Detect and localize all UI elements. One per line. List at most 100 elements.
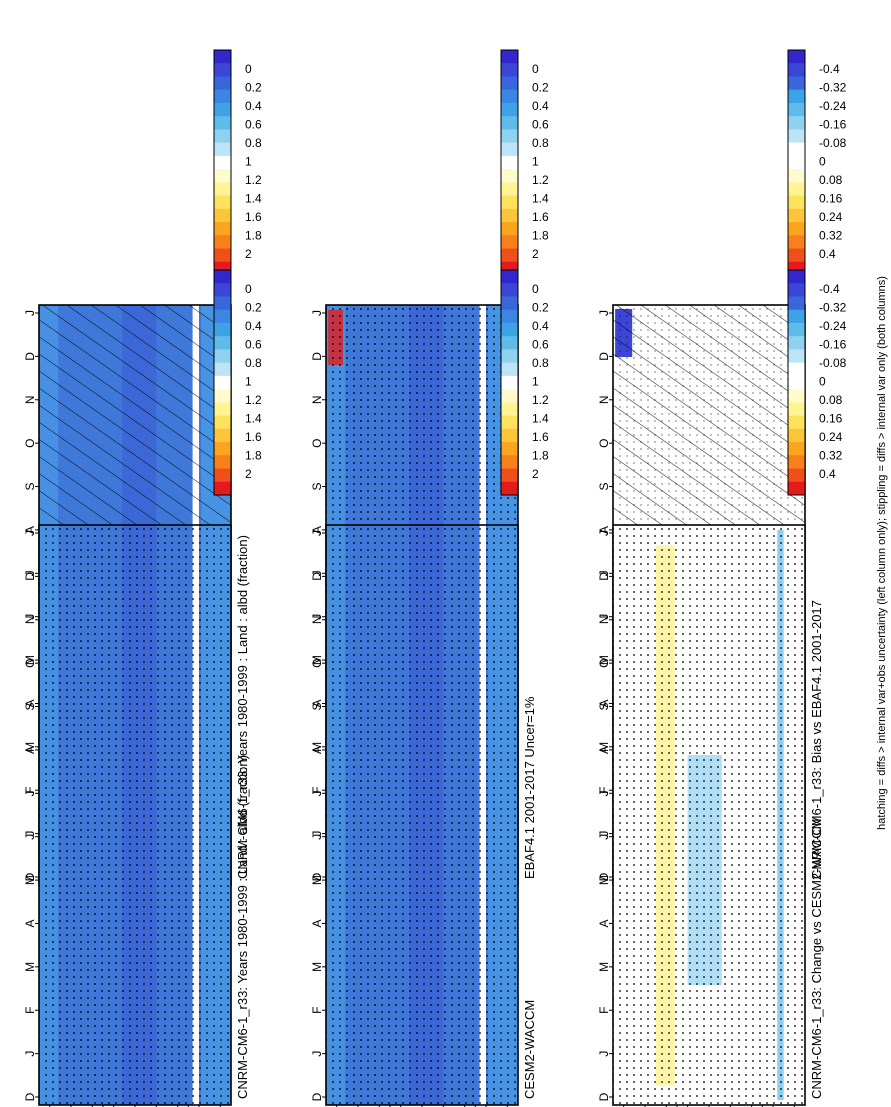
month-tick-label: N bbox=[23, 615, 37, 624]
colorbar-swatch bbox=[788, 269, 805, 284]
colorbar-swatch bbox=[214, 362, 231, 376]
month-tick-label: J bbox=[310, 831, 324, 837]
colorbar-swatch bbox=[788, 309, 805, 323]
colorbar-swatch bbox=[788, 49, 805, 64]
colorbar-swatch bbox=[788, 75, 805, 90]
panel-title: CNRM-CM6-1_r33: Years 1980-1999 : Land :… bbox=[235, 535, 250, 879]
colorbar-swatch bbox=[214, 322, 231, 337]
month-tick-label: J bbox=[597, 310, 611, 316]
colorbar: 2 1.8 1.6 1.4 1.2 1 0.8 0.6 0.4 0.2 0 bbox=[500, 269, 549, 496]
month-tick-label: N bbox=[597, 395, 611, 404]
colorbar-swatch bbox=[214, 348, 231, 363]
colorbar-tick-label: 1.6 bbox=[245, 430, 262, 444]
month-tick-label: J bbox=[310, 1051, 324, 1057]
colorbar-swatch bbox=[788, 208, 805, 223]
month-tick-label: M bbox=[597, 962, 611, 972]
month-tick-label: D bbox=[23, 352, 37, 361]
colorbar-swatch bbox=[788, 362, 805, 376]
month-tick-label: F bbox=[597, 787, 611, 794]
month-tick-label: M bbox=[23, 655, 37, 665]
panel-title: CNRM-CM6-1_r33: Bias vs EBAF4.1 2001-201… bbox=[809, 600, 824, 879]
month-tick-label: A bbox=[597, 919, 611, 927]
month-tick-label: S bbox=[23, 703, 37, 711]
panel-title: CESM2-WACCM bbox=[522, 1000, 537, 1099]
colorbar-tick-label: 1.8 bbox=[532, 229, 549, 243]
month-tick-label: D bbox=[597, 1092, 611, 1101]
month-tick-label: D bbox=[23, 1092, 37, 1101]
colorbar-tick-label: 0.2 bbox=[245, 301, 262, 315]
colorbar-swatch bbox=[214, 142, 231, 156]
month-tick-label: M bbox=[597, 742, 611, 752]
month-tick-label: J bbox=[23, 831, 37, 837]
colorbar-swatch bbox=[788, 115, 805, 130]
colorbar-tick-label: 0 bbox=[819, 375, 826, 389]
colorbar-swatch bbox=[788, 195, 805, 209]
colorbar-swatch bbox=[501, 168, 518, 183]
panel-title: CNRM-CM6-1_r33: Years 1980-1999 : Land :… bbox=[235, 755, 250, 1099]
colorbar-tick-label: 0.2 bbox=[245, 81, 262, 95]
colorbar-tick-label: 0.8 bbox=[532, 136, 549, 150]
colorbar-swatch bbox=[214, 49, 231, 64]
colorbar-swatch bbox=[501, 375, 518, 390]
month-tick-label: J bbox=[597, 790, 611, 796]
colorbar-tick-label: 0 bbox=[532, 62, 539, 76]
colorbar-tick-label: -0.08 bbox=[819, 356, 847, 370]
colorbar-tick-label: 0 bbox=[532, 282, 539, 296]
month-tick-label: N bbox=[597, 615, 611, 624]
panel-ref-model-clim: DJFMAMJJASONDJ806040°N2002040°S6080CESM2… bbox=[310, 269, 549, 1107]
colorbar-swatch bbox=[501, 415, 518, 429]
month-tick-label: J bbox=[23, 570, 37, 576]
month-tick-label: F bbox=[23, 1007, 37, 1014]
month-tick-label: F bbox=[597, 1007, 611, 1014]
colorbar-tick-label: 0 bbox=[245, 62, 252, 76]
colorbar-swatch bbox=[501, 155, 518, 170]
month-tick-label: A bbox=[23, 526, 37, 534]
colorbar-swatch bbox=[214, 248, 231, 262]
colorbar-swatch bbox=[214, 468, 231, 482]
month-tick-label: O bbox=[597, 438, 611, 447]
month-tick-label: M bbox=[597, 875, 611, 885]
colorbar-swatch bbox=[501, 89, 518, 103]
colorbar-swatch bbox=[788, 248, 805, 262]
colorbar-swatch bbox=[501, 362, 518, 376]
month-tick-label: J bbox=[23, 790, 37, 796]
colorbar-swatch bbox=[214, 89, 231, 103]
month-tick-label: F bbox=[23, 787, 37, 794]
colorbar-tick-label: 1.6 bbox=[245, 210, 262, 224]
colorbar-swatch bbox=[501, 234, 518, 249]
colorbar-tick-label: 0.16 bbox=[819, 192, 843, 206]
colorbar-swatch bbox=[214, 295, 231, 310]
month-tick-label: M bbox=[310, 875, 324, 885]
colorbar-tick-label: 1.2 bbox=[245, 393, 262, 407]
colorbar-swatch bbox=[501, 481, 518, 495]
colorbar-tick-label: 0.6 bbox=[245, 118, 262, 132]
colorbar-tick-label: 0 bbox=[245, 282, 252, 296]
colorbar-tick-label: 0.2 bbox=[532, 81, 549, 95]
colorbar-swatch bbox=[214, 128, 231, 143]
colorbar: 2 1.8 1.6 1.4 1.2 1 0.8 0.6 0.4 0.2 0 bbox=[213, 269, 262, 496]
month-tick-label: A bbox=[310, 746, 324, 754]
month-tick-label: M bbox=[310, 655, 324, 665]
colorbar-tick-label: 0.4 bbox=[532, 99, 549, 113]
colorbar-swatch bbox=[501, 128, 518, 143]
colorbar-swatch bbox=[214, 155, 231, 170]
month-tick-label: A bbox=[310, 919, 324, 927]
colorbar-swatch bbox=[214, 168, 231, 183]
colorbar-swatch bbox=[501, 195, 518, 209]
colorbar-tick-label: 1.4 bbox=[532, 192, 549, 206]
month-tick-label: O bbox=[23, 658, 37, 667]
colorbar-tick-label: 2 bbox=[245, 467, 252, 481]
colorbar-swatch bbox=[788, 375, 805, 390]
month-tick-label: M bbox=[23, 962, 37, 972]
colorbar-tick-label: -0.24 bbox=[819, 99, 847, 113]
panel-title: CNRM-CM6-1_r33: Change vs CESM2-WACCM bbox=[809, 818, 824, 1099]
colorbar-tick-label: 0.2 bbox=[532, 301, 549, 315]
colorbar-swatch bbox=[214, 428, 231, 443]
colorbar-swatch bbox=[214, 415, 231, 429]
colorbar-swatch bbox=[214, 269, 231, 284]
month-tick-label: S bbox=[310, 483, 324, 491]
colorbar-tick-label: 2 bbox=[532, 467, 539, 481]
colorbar-tick-label: 0.6 bbox=[532, 118, 549, 132]
colorbar-tick-label: 2 bbox=[245, 247, 252, 261]
colorbar-swatch bbox=[214, 115, 231, 130]
